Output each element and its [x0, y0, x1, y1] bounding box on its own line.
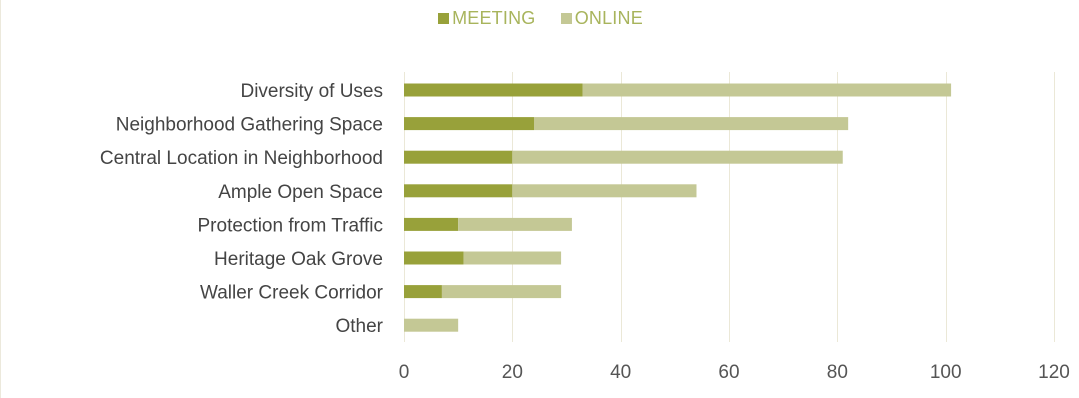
- x-tick-label: 100: [930, 362, 962, 383]
- bar-segment-online: [512, 150, 843, 164]
- legend-label-meeting: MEETING: [452, 8, 536, 28]
- bar-segment-meeting: [404, 117, 534, 131]
- bar-segment-online: [404, 318, 459, 332]
- x-tick-label: 60: [718, 362, 739, 383]
- legend-swatch-meeting: [438, 13, 450, 24]
- category-label: Other: [335, 316, 383, 337]
- category-label: Heritage Oak Grove: [214, 249, 383, 270]
- bar-segment-online: [463, 251, 562, 265]
- legend-item-meeting: MEETING: [438, 8, 535, 29]
- bar-segment-meeting: [404, 83, 583, 97]
- bar-segment-online: [534, 117, 849, 131]
- bar-segment-online: [458, 217, 572, 231]
- bar-segment-online: [512, 184, 697, 198]
- category-label: Ample Open Space: [218, 182, 383, 203]
- category-label: Neighborhood Gathering Space: [116, 115, 383, 136]
- category-label: Waller Creek Corridor: [200, 283, 384, 304]
- x-tick-label: 0: [399, 362, 410, 383]
- bar-segment-meeting: [404, 217, 459, 231]
- x-tick-label: 120: [1038, 362, 1070, 383]
- bar-segment-meeting: [404, 251, 464, 265]
- legend-swatch-online: [560, 13, 572, 24]
- x-tick-label: 40: [610, 362, 631, 383]
- x-tick-label: 80: [827, 362, 848, 383]
- bar-segment-online: [441, 285, 562, 299]
- chart-legend: MEETING ONLINE: [1, 8, 1079, 29]
- bar-segment-online: [582, 83, 952, 97]
- x-tick-label: 20: [502, 362, 523, 383]
- category-label: Diversity of Uses: [240, 81, 383, 102]
- bar-segment-meeting: [404, 285, 442, 299]
- category-label: Protection from Traffic: [198, 215, 384, 236]
- legend-item-online: ONLINE: [560, 8, 643, 29]
- bar-segment-meeting: [404, 184, 513, 198]
- category-label: Central Location in Neighborhood: [100, 148, 383, 169]
- legend-label-online: ONLINE: [574, 8, 643, 28]
- bar-segment-meeting: [404, 150, 513, 164]
